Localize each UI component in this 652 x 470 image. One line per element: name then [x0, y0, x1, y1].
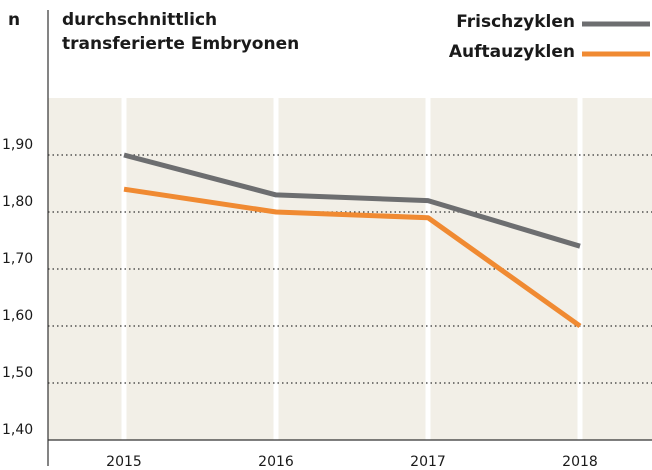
x-tick-label: 2016: [258, 454, 294, 470]
series-line: [123, 186, 582, 329]
legend-label: Frischzyklen: [456, 12, 575, 32]
y-tick-label: 1,80: [2, 194, 33, 210]
x-tick-label: 2017: [410, 454, 446, 470]
series-line: [123, 152, 581, 249]
y-tick-label: 1,60: [2, 308, 33, 324]
x-tick-label: 2018: [562, 454, 598, 470]
y-axis-label: n: [8, 10, 20, 30]
y-tick-label: 1,40: [2, 422, 33, 438]
chart-title: durchschnittlich: [62, 10, 217, 30]
x-tick-label: 2015: [106, 454, 142, 470]
chart-title: transferierte Embryonen: [62, 34, 299, 54]
legend-label: Auftauzyklen: [449, 42, 575, 62]
y-tick-label: 1,70: [2, 251, 33, 267]
y-tick-label: 1,90: [2, 137, 33, 153]
y-tick-label: 1,50: [2, 365, 33, 381]
